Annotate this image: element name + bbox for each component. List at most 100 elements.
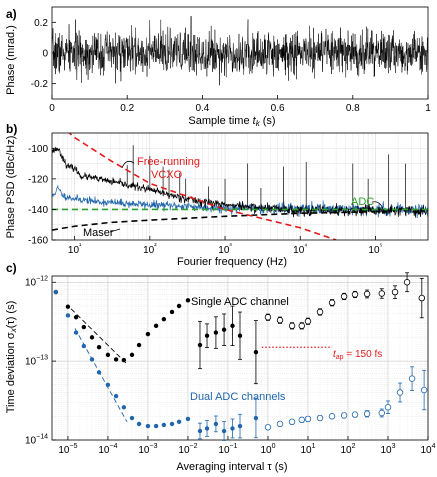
panel-c-ytick-exp: −13 bbox=[36, 355, 48, 362]
panel-c-single-point bbox=[73, 315, 79, 320]
panel-c-single-point bbox=[185, 298, 191, 303]
panel-c-single-point bbox=[403, 279, 411, 286]
panel-c-single-label: Single ADC channel bbox=[191, 296, 289, 308]
panel-c-dual-label: Dual ADC channels bbox=[190, 391, 286, 403]
panel-b-xtick-exp: ¹ bbox=[79, 243, 82, 250]
panel-b-ytick-label: -160 bbox=[28, 236, 48, 247]
panel-b-xtick-base: 10 bbox=[68, 245, 80, 256]
panel-c-xtick-base: 10 bbox=[98, 445, 110, 456]
panel-c-ytick-base: 10 bbox=[25, 278, 37, 289]
panel-c-tap-var: t bbox=[333, 349, 337, 360]
panel-c-xtick-exp: −2 bbox=[190, 443, 198, 450]
panel-c-xtick-base: 10 bbox=[300, 445, 312, 456]
panel-c-xtick-exp: 1 bbox=[312, 443, 316, 450]
panel-b-xtick-base: 10 bbox=[293, 245, 305, 256]
panel-a-xtick-label: 0.6 bbox=[271, 103, 285, 114]
panel-c-dual-point bbox=[316, 414, 324, 422]
panel-a-ytick-label: 0 bbox=[42, 49, 48, 60]
panel-c-ytick-exp: −12 bbox=[36, 276, 48, 283]
panel-c-dual-point bbox=[204, 426, 210, 431]
panel-c-dual-point bbox=[363, 410, 371, 417]
panel-b-xtick-label: 10³ bbox=[218, 243, 232, 256]
panel-b-vcxo-pointer bbox=[121, 160, 135, 169]
panel-c-single-point bbox=[221, 327, 227, 332]
panel-c-dual-point bbox=[351, 411, 359, 418]
panel-c-dual-point bbox=[145, 423, 151, 429]
panel-c-single-point bbox=[253, 349, 259, 355]
panel-b-ylabel: Phase PSD (dBc/Hz) bbox=[5, 136, 17, 239]
panel-b-xtick-label: 10⁵ bbox=[368, 243, 382, 256]
panel-c-dual-point bbox=[384, 404, 392, 411]
panel-c-single-point bbox=[136, 342, 142, 348]
panel-b-adc-pointer bbox=[371, 201, 385, 215]
panel-b-xtick-label: 10¹ bbox=[68, 243, 82, 256]
panel-c-xtick-exp: −5 bbox=[69, 443, 77, 450]
panel-c-single-point bbox=[89, 335, 95, 340]
panel-c-ylabel-rest: (τ) (s) bbox=[5, 301, 17, 329]
panel-c-single-point bbox=[129, 352, 135, 358]
panel-c-ylabel-text: Time deviation σ bbox=[5, 332, 17, 413]
panel-c-xtick-label: 104 bbox=[420, 443, 435, 456]
panel-a-phase-trace bbox=[51, 15, 429, 86]
panel-b-xtick-exp: ³ bbox=[229, 243, 232, 250]
panel-c-dual-point bbox=[129, 415, 135, 421]
panel-b-frame bbox=[51, 132, 429, 241]
panel-b-xtick-base: 10 bbox=[143, 245, 155, 256]
panel-c-dual-point bbox=[253, 415, 259, 421]
panel-c-xtick-exp: −4 bbox=[110, 443, 118, 450]
panel-c: c) Time deviation σx(τ) (s) 10−5 10−4 10−3… bbox=[5, 261, 436, 473]
panel-c-xtick-base: 10 bbox=[380, 445, 392, 456]
panel-c-dual-point bbox=[169, 421, 175, 427]
panel-c-xtick-base: 10 bbox=[178, 445, 190, 456]
panel-a-label: a) bbox=[6, 7, 17, 21]
panel-c-xtick-base: 10 bbox=[340, 445, 352, 456]
panel-c-dual-point bbox=[288, 418, 296, 426]
panel-c-xtick-exp: 0 bbox=[272, 443, 276, 450]
panel-c-single-point bbox=[304, 318, 312, 325]
panel-c-single-point bbox=[213, 330, 219, 335]
panel-b-vcxo-line bbox=[68, 133, 337, 240]
panel-c-dual-point bbox=[105, 382, 111, 388]
panel-c-single-point bbox=[230, 323, 235, 329]
panel-c-dual-point bbox=[230, 426, 235, 431]
panel-c-dual-point bbox=[328, 413, 336, 420]
panel-a-ytick-label: -0.2 bbox=[31, 79, 49, 90]
panel-c-dual-point bbox=[153, 423, 159, 429]
panel-c-single-point bbox=[197, 342, 203, 348]
panel-b-maser-pointer bbox=[109, 228, 121, 233]
panel-a-plot: 0 0.2 0.4 0.6 0.8 1 -0.2 0 0.2 bbox=[31, 6, 431, 114]
panel-c-single-point bbox=[161, 317, 167, 322]
panel-c-single-point bbox=[418, 294, 426, 302]
panel-c-dual-point bbox=[378, 409, 385, 417]
panel-c-xtick-exp: 2 bbox=[352, 443, 356, 450]
panel-b: b) Phase PSD (dBc/Hz) 10¹ 10² 10³ 10⁴ 10⁵-10… bbox=[5, 122, 429, 268]
panel-c-xtick-base: 10 bbox=[260, 445, 272, 456]
panel-c-xtick-base: 10 bbox=[420, 445, 432, 456]
panel-b-vcxo-label: Free-running VCXO bbox=[137, 156, 200, 181]
panel-c-fit-line bbox=[74, 328, 128, 423]
panel-c-dual-point bbox=[176, 419, 182, 425]
panel-a-xlabel-text: Sample time bbox=[188, 115, 252, 127]
panel-c-ytick-label: 10−12 bbox=[25, 276, 48, 289]
panel-b-label: b) bbox=[6, 122, 17, 136]
panel-c-single-point bbox=[176, 303, 182, 309]
panel-c-xtick-exp: −1 bbox=[230, 443, 238, 450]
panel-b-xtick-label: 10² bbox=[143, 243, 157, 256]
panel-c-single-point bbox=[391, 288, 399, 296]
panel-c-xtick-label: 100 bbox=[260, 443, 275, 456]
panel-c-xtick-base: 10 bbox=[138, 445, 150, 456]
panel-c-dual-point bbox=[161, 422, 167, 428]
panel-a-xlabel-var: t bbox=[253, 115, 257, 127]
panel-b-plot: 10¹ 10² 10³ 10⁴ 10⁵-100-120-140-160Free-runn… bbox=[28, 132, 429, 256]
panel-c-tap-sub: ap bbox=[336, 354, 344, 361]
panel-c-dual-point bbox=[113, 393, 119, 399]
panel-c-dual-point bbox=[304, 415, 312, 423]
panel-c-dual-point bbox=[264, 424, 272, 431]
panel-c-ytick-base: 10 bbox=[25, 436, 37, 447]
panel-a-xlabel: Sample time tk (s) bbox=[188, 115, 275, 128]
panel-b-xtick-exp: ² bbox=[154, 243, 157, 250]
panel-a-xtick-label: 1 bbox=[425, 103, 431, 114]
panel-c-single-point bbox=[237, 333, 243, 338]
panel-c-dual-point bbox=[420, 386, 428, 394]
panel-c-single-point bbox=[204, 333, 210, 338]
